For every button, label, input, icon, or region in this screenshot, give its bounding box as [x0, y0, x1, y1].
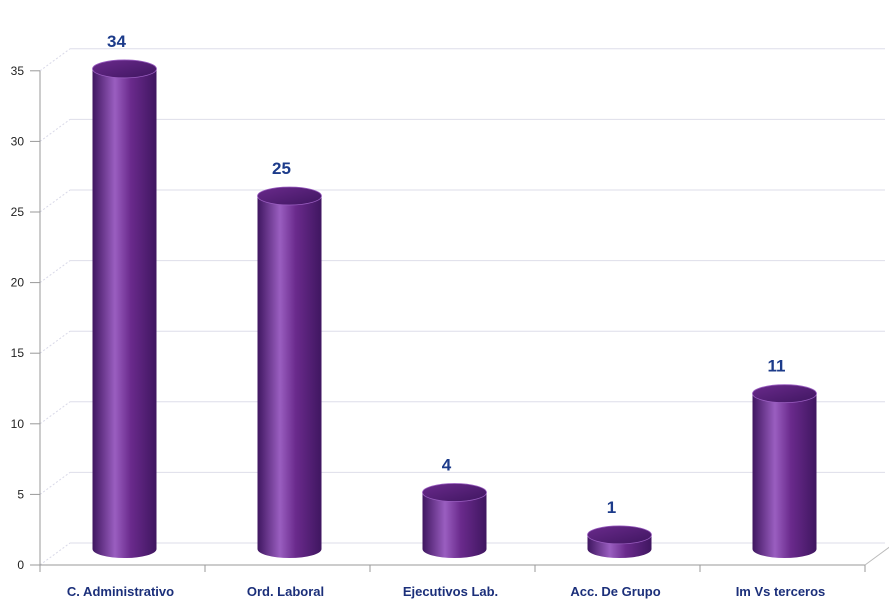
y-tick-label: 15	[11, 346, 25, 360]
gridline-left-wall	[39, 401, 71, 425]
bar-body	[752, 393, 817, 558]
bar-5	[752, 384, 817, 558]
floor-edge-right	[864, 546, 889, 566]
bar-4	[587, 525, 652, 558]
gridline-left-wall	[39, 471, 71, 495]
x-tick-label: Ejecutivos Lab.	[403, 584, 498, 599]
x-tick-label: Im Vs terceros	[736, 584, 826, 599]
x-tick-label: Ord. Laboral	[247, 584, 324, 599]
gridline-left-wall	[39, 330, 71, 354]
gridline-left-wall	[39, 542, 71, 566]
data-label: 34	[107, 32, 126, 51]
bar-top-cap	[422, 483, 487, 502]
data-label: 4	[442, 456, 452, 475]
axes: 0 5 10 15 20 25 30 35 C. Administrativo Ord. Labo…	[11, 64, 889, 599]
y-tick-label: 35	[11, 64, 25, 78]
bar-body	[422, 492, 487, 558]
y-tick-label: 20	[11, 276, 25, 290]
x-tick-label: Acc. De Grupo	[570, 584, 660, 599]
gridline-left-wall	[39, 189, 71, 213]
bar-body	[257, 196, 322, 558]
data-label: 25	[272, 159, 291, 178]
data-label: 1	[607, 498, 616, 517]
y-tick-label: 5	[17, 487, 24, 501]
data-label: 11	[768, 357, 786, 376]
gridline-left-wall	[39, 118, 71, 142]
bar-2	[257, 186, 322, 558]
bar-top-cap	[257, 186, 322, 206]
grid	[39, 48, 885, 566]
y-tick-label: 0	[17, 558, 24, 572]
bar-1	[92, 59, 157, 559]
y-tick-label: 10	[11, 417, 25, 431]
x-tick-label: C. Administrativo	[67, 584, 174, 599]
bar-top-cap	[92, 59, 157, 79]
bar-top-cap	[752, 384, 817, 404]
y-tick-label: 30	[11, 134, 25, 148]
bar-body	[92, 68, 157, 559]
gridline-left-wall	[39, 260, 71, 284]
bars	[92, 59, 817, 559]
y-tick-label: 25	[11, 205, 25, 219]
bar-3	[422, 483, 487, 558]
bar-top-cap	[587, 525, 652, 545]
gridline-left-wall	[39, 48, 71, 72]
